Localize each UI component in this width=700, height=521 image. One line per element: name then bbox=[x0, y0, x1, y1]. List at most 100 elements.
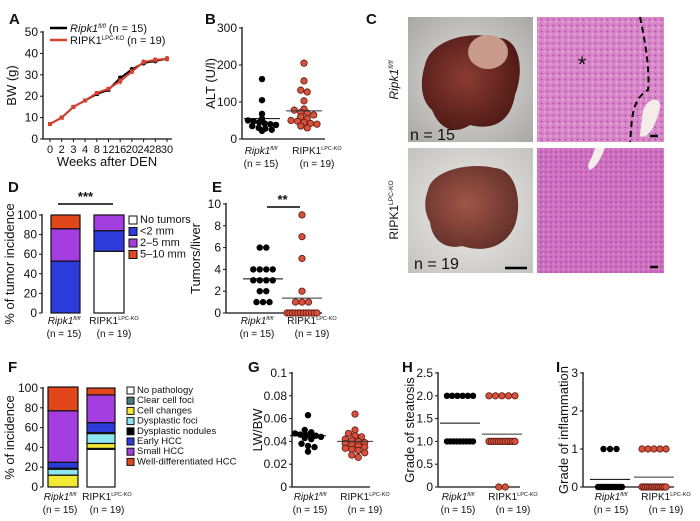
y-tick-label: 0.08 bbox=[264, 389, 288, 403]
control-genotype-label: Ripk1fl/fl (n = 15) bbox=[43, 492, 78, 516]
legend-swatch bbox=[128, 238, 138, 248]
ko-genotype-label: RIPK1LPC-KO (n = 19) bbox=[292, 146, 342, 170]
panel-letter: H bbox=[402, 359, 413, 376]
legend-entry: Small HCC bbox=[137, 446, 184, 457]
genotype-superscript: LPC-KO bbox=[369, 492, 390, 498]
data-point-ko bbox=[650, 445, 658, 453]
data-point-control bbox=[256, 277, 263, 284]
bar-segment bbox=[93, 214, 125, 232]
genotype-superscript: LPC-KO bbox=[517, 492, 538, 498]
y-tick-label: 20 bbox=[25, 89, 39, 103]
x-tick-label: 20 bbox=[126, 144, 138, 156]
genotype-name: RIPK1 bbox=[340, 492, 369, 503]
data-point-ko bbox=[298, 287, 306, 295]
histology-ko bbox=[537, 148, 664, 273]
data-point-control bbox=[304, 442, 312, 450]
data-point-ko bbox=[287, 116, 295, 125]
panel-letter: I bbox=[556, 359, 560, 376]
tumor-asterisk: * bbox=[578, 52, 587, 77]
genotype-name: RIPK1 bbox=[387, 205, 401, 240]
y-tick-label: 2 bbox=[214, 284, 221, 298]
group-size-label: (n = 19) bbox=[90, 505, 125, 516]
genotype-superscript: fl/fl bbox=[69, 492, 77, 498]
legend-genotype-name: Ripk1 bbox=[70, 23, 98, 35]
ko-genotype-label: RIPK1LPC-KO (n = 19) bbox=[89, 316, 139, 340]
control-genotype-label: Ripk1fl/fl (n = 15) bbox=[594, 492, 629, 516]
x-axis-label: Weeks after DEN bbox=[57, 154, 157, 169]
panel-letter: F bbox=[8, 359, 17, 376]
data-point-control bbox=[459, 392, 466, 399]
y-tick-label: 0 bbox=[30, 306, 37, 320]
genotype-superscript: fl/fl bbox=[388, 60, 395, 69]
y-tick-label: 2 bbox=[571, 404, 578, 418]
control-genotype-label: Ripk1fl/fl (n = 15) bbox=[47, 316, 82, 340]
data-point-control bbox=[263, 288, 270, 295]
data-point-ko bbox=[662, 483, 670, 491]
data-point-ko bbox=[300, 97, 308, 105]
legend-swatch bbox=[128, 227, 138, 236]
y-axis-label: % of tumor incidence bbox=[2, 203, 17, 324]
y-axis-label: ALT (U/l) bbox=[203, 58, 218, 109]
group-size-label: (n = 15) bbox=[244, 159, 279, 170]
control-genotype-label: Ripk1fl/fl (n = 15) bbox=[244, 146, 279, 170]
ko-genotype-label: RIPK1LPC-KO (n = 19) bbox=[488, 492, 538, 516]
data-point-ko bbox=[504, 392, 513, 400]
data-point-ko bbox=[511, 437, 519, 445]
y-tick-label: 0 bbox=[280, 480, 287, 494]
y-tick-label: 10 bbox=[25, 111, 39, 125]
data-point-ko bbox=[501, 483, 509, 491]
y-tick-label: 1 bbox=[571, 442, 578, 456]
data-point bbox=[165, 56, 169, 61]
control-genotype-label: Ripk1fl/fl (n = 15) bbox=[441, 492, 476, 516]
genotype-superscript: LPC-KO bbox=[111, 492, 132, 498]
data-point-control bbox=[298, 440, 305, 447]
legend-entry: Ripk1fl/fl (n = 15) bbox=[70, 23, 147, 35]
y-tick-label: 100 bbox=[17, 208, 37, 222]
ko-genotype-label: RIPK1LPC-KO (n = 19) bbox=[287, 316, 337, 340]
data-point-control bbox=[267, 121, 274, 128]
panel-letter: E bbox=[212, 179, 222, 196]
y-tick-label: 60 bbox=[24, 247, 38, 261]
genotype-name: RIPK1 bbox=[488, 492, 517, 503]
genotype-superscript: fl/fl bbox=[319, 492, 327, 498]
x-tick-label: 2 bbox=[59, 144, 65, 156]
y-tick-label: 300 bbox=[217, 21, 237, 35]
legend-swatch bbox=[126, 396, 135, 405]
genotype-name: Ripk1 bbox=[595, 492, 621, 503]
data-point-ko bbox=[662, 445, 670, 453]
data-point-ko bbox=[313, 120, 321, 128]
legend-entry: <2 mm bbox=[140, 226, 174, 238]
data-point-control bbox=[258, 110, 266, 118]
bar-segment bbox=[86, 448, 116, 488]
legend-swatch bbox=[126, 427, 135, 436]
y-tick-label: 1.5 bbox=[416, 412, 433, 426]
data-point-ko bbox=[300, 59, 308, 67]
x-tick-label: 4 bbox=[82, 144, 88, 156]
group-size-label: (n = 19) bbox=[496, 505, 531, 516]
data-point-control bbox=[304, 448, 312, 455]
data-point-control bbox=[249, 122, 256, 130]
y-tick-label: 200 bbox=[217, 58, 237, 72]
legend-entry: 2–5 mm bbox=[140, 237, 180, 249]
bar-segment bbox=[50, 214, 81, 230]
significance-stars: ** bbox=[277, 192, 288, 207]
data-point-control bbox=[258, 75, 266, 83]
data-point-ko bbox=[485, 392, 493, 400]
genotype-superscript: fl/fl bbox=[270, 146, 278, 152]
genotype-name: RIPK1 bbox=[82, 492, 111, 503]
y-axis-label: Grade of steatosis bbox=[402, 377, 417, 483]
y-tick-label: 0 bbox=[571, 480, 578, 494]
y-tick-label: 60 bbox=[25, 421, 39, 435]
data-point-control bbox=[266, 298, 273, 306]
y-tick-label: 4 bbox=[214, 262, 221, 276]
y-axis-label: LW/BW bbox=[250, 408, 265, 452]
data-point bbox=[118, 79, 123, 84]
ko-genotype-label: RIPK1LPC-KO (n = 19) bbox=[641, 492, 691, 516]
bar-segment bbox=[86, 394, 116, 424]
y-tick-label: 0.5 bbox=[416, 457, 433, 471]
y-tick-label: 30 bbox=[25, 68, 39, 82]
data-point bbox=[129, 69, 134, 74]
data-point-control bbox=[272, 121, 280, 129]
legend-group-size: (n = 15) bbox=[109, 23, 147, 35]
data-point-ko bbox=[491, 392, 500, 400]
